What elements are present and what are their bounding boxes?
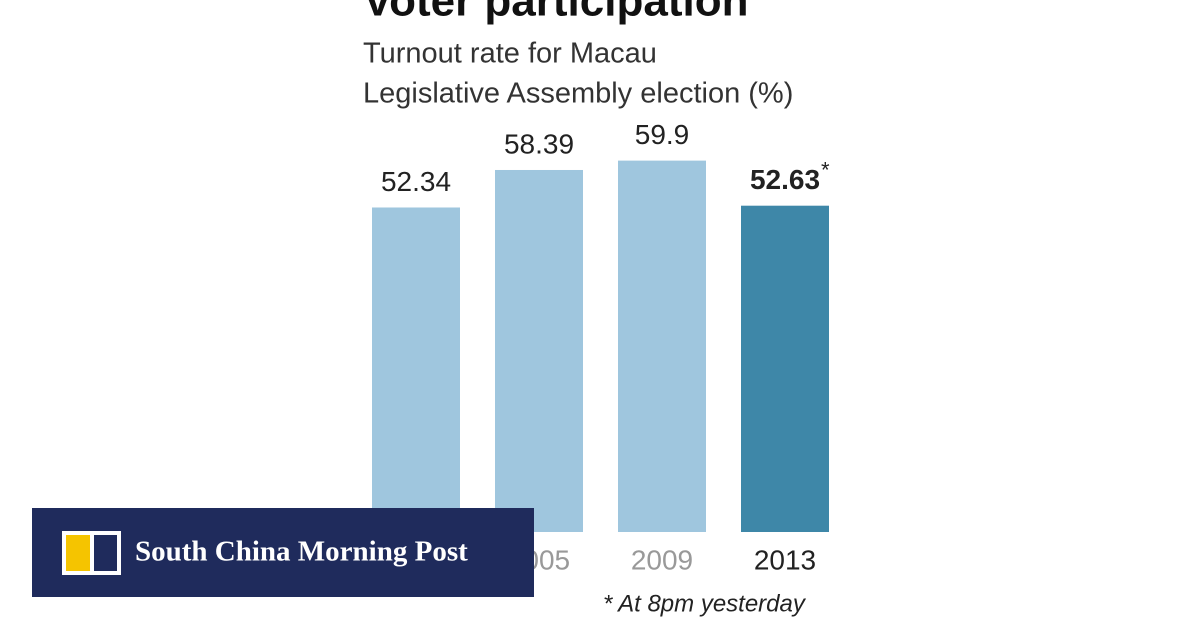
- value-label: 59.9: [635, 119, 690, 150]
- bar: [618, 160, 706, 532]
- footnote: * At 8pm yesterday: [603, 590, 807, 617]
- brand-name: South China Morning Post: [135, 536, 468, 568]
- brand-logo-yellow: [66, 535, 90, 571]
- bar: [495, 169, 583, 532]
- chart-subtitle: Legislative Assembly election (%): [363, 78, 793, 110]
- value-label: 52.34: [381, 166, 451, 197]
- chart-subtitle: Turnout rate for Macau: [363, 38, 657, 70]
- chart-title: Voter participation: [363, 0, 748, 26]
- value-marker: *: [821, 158, 830, 183]
- x-tick-label: 2009: [631, 544, 693, 575]
- bar: [372, 207, 460, 532]
- value-label: 58.39: [504, 128, 574, 159]
- value-label: 52.63: [750, 164, 820, 195]
- x-tick-label: 2013: [754, 544, 816, 575]
- bar: [741, 205, 829, 532]
- brand-logo-navy: [94, 535, 117, 571]
